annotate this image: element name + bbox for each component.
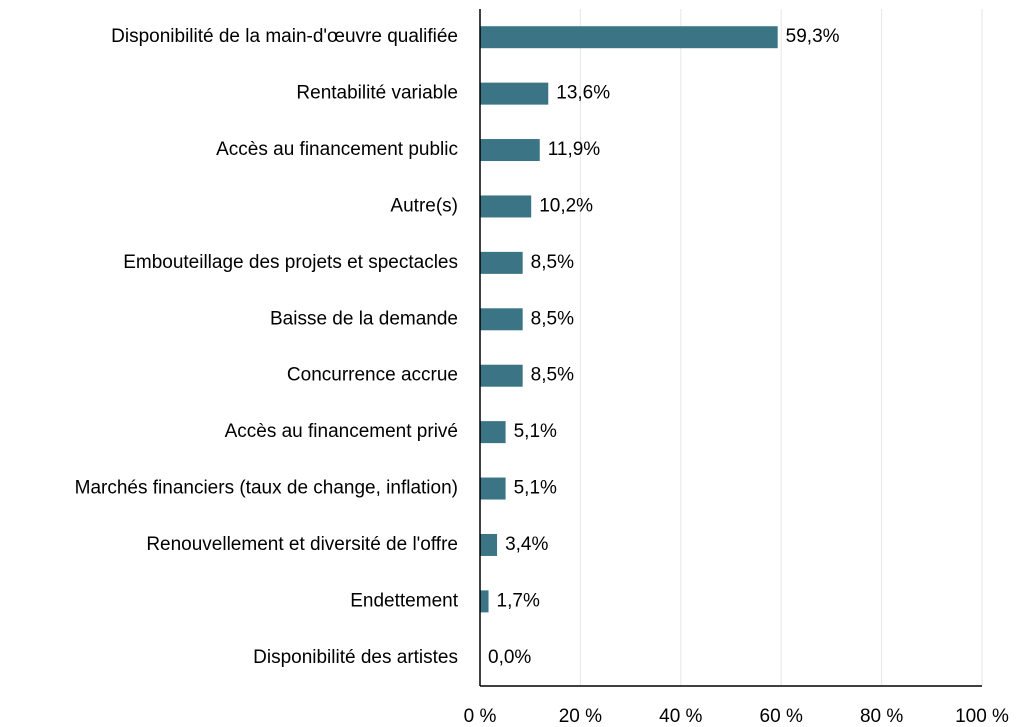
- x-tick-label: 100 %: [955, 706, 1009, 727]
- y-tick-label: Autre(s): [390, 195, 458, 216]
- value-label: 8,5%: [531, 308, 574, 329]
- bar: [480, 251, 523, 274]
- y-tick-label: Renouvellement et diversité de l'offre: [146, 534, 458, 555]
- y-tick-label: Accès au financement privé: [225, 421, 458, 442]
- y-tick-label: Endettement: [350, 590, 458, 611]
- x-tick-label: 40 %: [659, 706, 702, 727]
- value-label: 5,1%: [514, 421, 557, 442]
- value-label: 59,3%: [786, 26, 840, 47]
- bar: [480, 82, 549, 105]
- y-tick-label: Disponibilité de la main-d'œuvre qualifi…: [111, 26, 458, 47]
- bar: [480, 364, 523, 387]
- bar: [480, 421, 506, 444]
- bar: [480, 139, 540, 162]
- y-tick-label: Concurrence accrue: [287, 365, 458, 386]
- x-tick-label: 60 %: [760, 706, 803, 727]
- value-label: 3,4%: [505, 534, 548, 555]
- value-label: 5,1%: [514, 478, 557, 499]
- y-tick-label: Accès au financement public: [216, 139, 458, 160]
- x-tick-label: 0 %: [464, 706, 497, 727]
- y-tick-label: Embouteillage des projets et spectacles: [123, 252, 458, 273]
- bar: [480, 477, 506, 500]
- value-label: 1,7%: [497, 590, 540, 611]
- x-tick-label: 80 %: [860, 706, 903, 727]
- value-label: 8,5%: [531, 252, 574, 273]
- bar: [480, 26, 778, 49]
- value-label: 0,0%: [488, 647, 531, 668]
- value-label: 10,2%: [539, 195, 593, 216]
- x-tick-label: 20 %: [559, 706, 602, 727]
- y-tick-label: Baisse de la demande: [270, 308, 458, 329]
- value-label: 13,6%: [556, 83, 610, 104]
- bar: [480, 308, 523, 331]
- bar: [480, 590, 489, 613]
- value-label: 11,9%: [548, 139, 601, 160]
- bar: [480, 195, 532, 218]
- bar: [480, 533, 498, 556]
- value-label: 8,5%: [531, 365, 574, 386]
- y-tick-label: Rentabilité variable: [296, 83, 458, 104]
- y-tick-label: Marchés financiers (taux de change, infl…: [75, 478, 458, 499]
- y-tick-label: Disponibilité des artistes: [253, 647, 458, 668]
